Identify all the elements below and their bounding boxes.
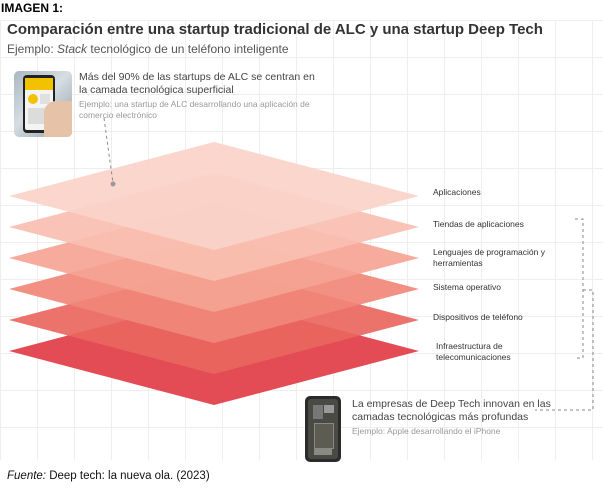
top-connector-line <box>103 117 114 184</box>
layer-label-dispositivos: Dispositivos de teléfono <box>433 312 523 322</box>
image-label: IMAGEN 1: <box>1 1 64 15</box>
bottom-note-main: La empresas de Deep Tech innovan en las … <box>352 398 551 423</box>
source-citation: Fuente: Deep tech: la nueva ola. (2023) <box>7 470 210 482</box>
bottom-connector-line <box>535 289 594 411</box>
layer-label-sistema: Sistema operativo <box>433 282 502 292</box>
layers-group <box>9 142 419 405</box>
subtitle-italic: Stack <box>57 42 88 56</box>
layer-aplicaciones <box>9 142 419 250</box>
source-text: Deep tech: la nueva ola. (2023) <box>46 470 210 482</box>
top-note-main: Más del 90% de las startups de ALC se ce… <box>79 71 315 96</box>
top-connector-dot <box>110 181 116 187</box>
hand-shape <box>44 101 72 137</box>
iphone-internals-image <box>305 396 341 462</box>
subtitle-suffix: tecnológico de un teléfono inteligente <box>87 42 289 56</box>
page-title: Comparación entre una startup tradiciona… <box>7 21 543 38</box>
deep-layers-bracket <box>575 218 584 359</box>
phone-shopping-app-image <box>14 71 72 137</box>
layer-label-aplicaciones: Aplicaciones <box>433 187 481 197</box>
layer-label-infraestructura: Infraestructura de telecomunicaciones <box>436 341 511 362</box>
layer-label-lenguajes: Lenguajes de programación y herramientas <box>433 247 545 268</box>
subtitle: Ejemplo: Stack tecnológico de un teléfon… <box>7 42 289 56</box>
top-note: Más del 90% de las startups de ALC se ce… <box>79 71 319 121</box>
bottom-note: La empresas de Deep Tech innovan en las … <box>352 398 552 437</box>
top-note-example: Ejemplo: una startup de ALC desarrolland… <box>79 99 310 120</box>
bottom-note-example: Ejemplo: Apple desarrollando el iPhone <box>352 426 501 436</box>
subtitle-prefix: Ejemplo: <box>7 42 58 56</box>
source-prefix: Fuente: <box>7 470 46 482</box>
layer-label-tiendas: Tiendas de aplicaciones <box>433 219 524 229</box>
